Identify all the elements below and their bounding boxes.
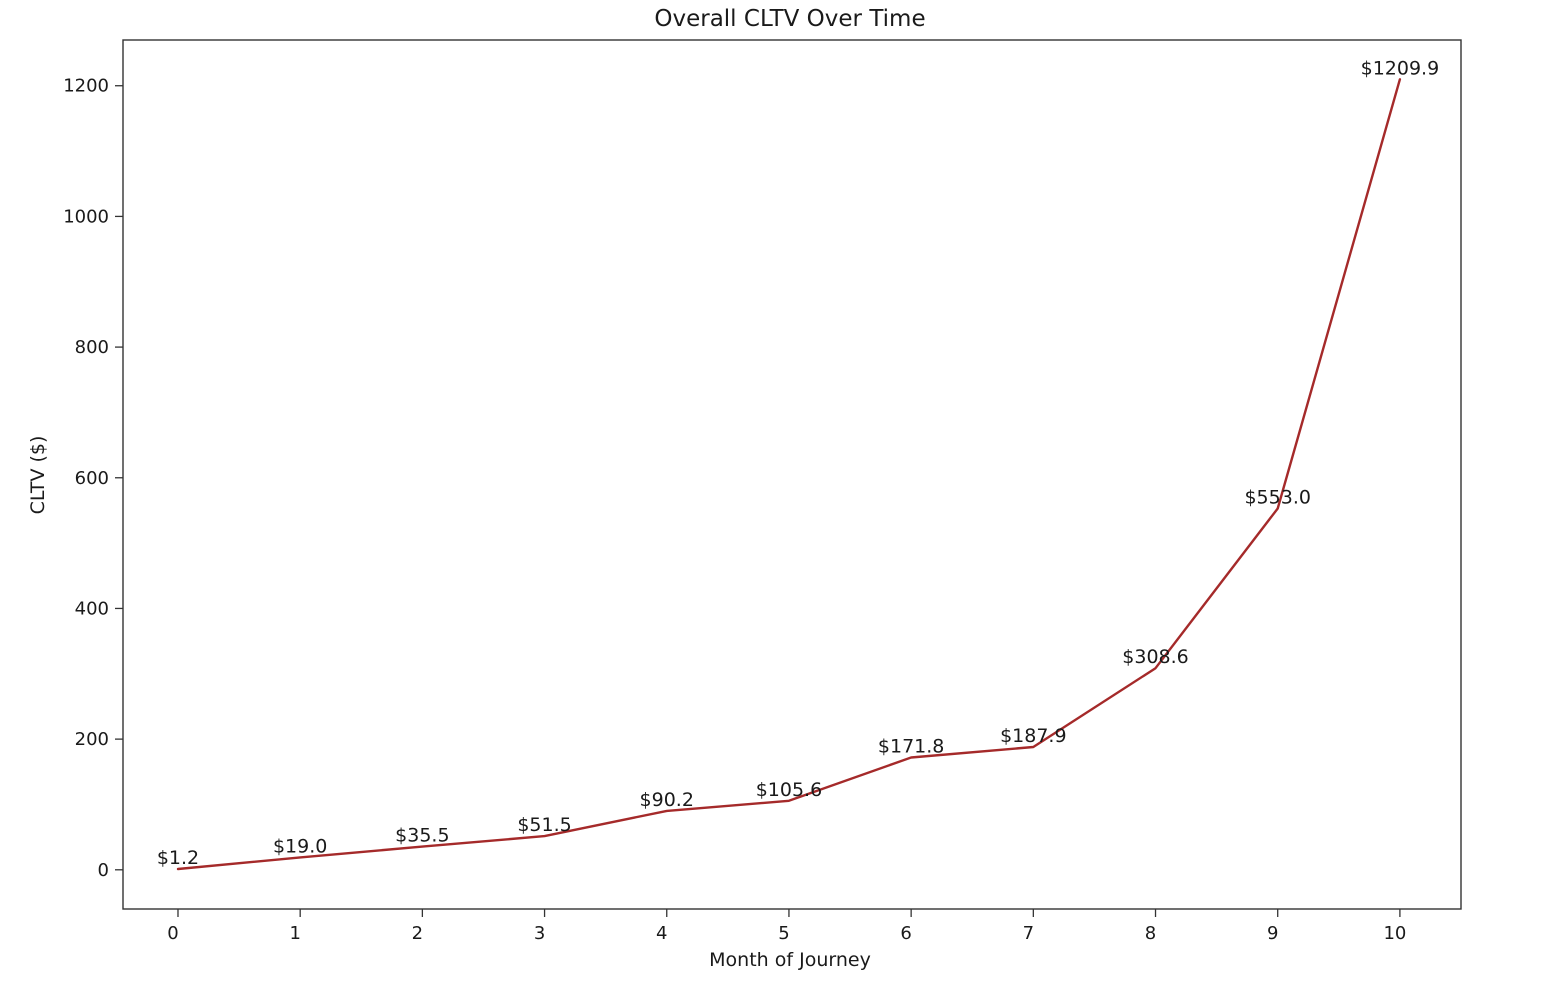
data-label: $90.2 bbox=[640, 789, 694, 811]
data-label: $19.0 bbox=[273, 835, 327, 857]
x-axis: 0 1 2 3 4 5 6 7 8 9 10 bbox=[167, 909, 1406, 944]
x-tick-label: 10 bbox=[1383, 923, 1406, 944]
data-label: $1.2 bbox=[157, 847, 199, 869]
cltv-series-line bbox=[176, 78, 1402, 871]
x-tick-label: 5 bbox=[778, 923, 789, 944]
data-label: $105.6 bbox=[756, 779, 822, 801]
y-tick-label: 1000 bbox=[63, 206, 109, 227]
x-tick-label: 7 bbox=[1023, 923, 1034, 944]
x-tick-label: 4 bbox=[656, 923, 667, 944]
plot-area bbox=[122, 39, 1462, 910]
y-axis-label: CLTV ($) bbox=[27, 436, 49, 515]
data-label: $35.5 bbox=[395, 825, 449, 847]
x-tick-label: 1 bbox=[289, 923, 300, 944]
y-tick-label: 0 bbox=[98, 860, 109, 881]
x-axis-label: Month of Journey bbox=[709, 949, 871, 971]
x-tick-label: 2 bbox=[412, 923, 423, 944]
y-tick-label: 400 bbox=[75, 598, 109, 619]
x-tick-label: 9 bbox=[1267, 923, 1278, 944]
x-tick-label: 8 bbox=[1145, 923, 1156, 944]
data-labels: $1.2 $19.0 $35.5 $51.5 $90.2 $105.6 $171.8 $187… bbox=[157, 57, 1439, 869]
y-tick-label: 800 bbox=[75, 337, 109, 358]
x-tick-label: 6 bbox=[900, 923, 911, 944]
data-label: $1209.9 bbox=[1361, 57, 1440, 79]
chart-title: Overall CLTV Over Time bbox=[654, 6, 925, 32]
data-label: $187.9 bbox=[1000, 725, 1066, 747]
data-label: $171.8 bbox=[878, 736, 944, 758]
y-axis: 0 200 400 600 800 1000 1200 bbox=[63, 76, 123, 881]
data-label: $553.0 bbox=[1244, 486, 1310, 508]
y-tick-label: 200 bbox=[75, 729, 109, 750]
x-tick-label: 3 bbox=[534, 923, 545, 944]
y-tick-label: 1200 bbox=[63, 76, 109, 97]
data-label: $51.5 bbox=[517, 814, 571, 836]
data-label: $308.6 bbox=[1122, 646, 1188, 668]
x-tick-label: 0 bbox=[167, 923, 178, 944]
y-tick-label: 600 bbox=[75, 468, 109, 489]
